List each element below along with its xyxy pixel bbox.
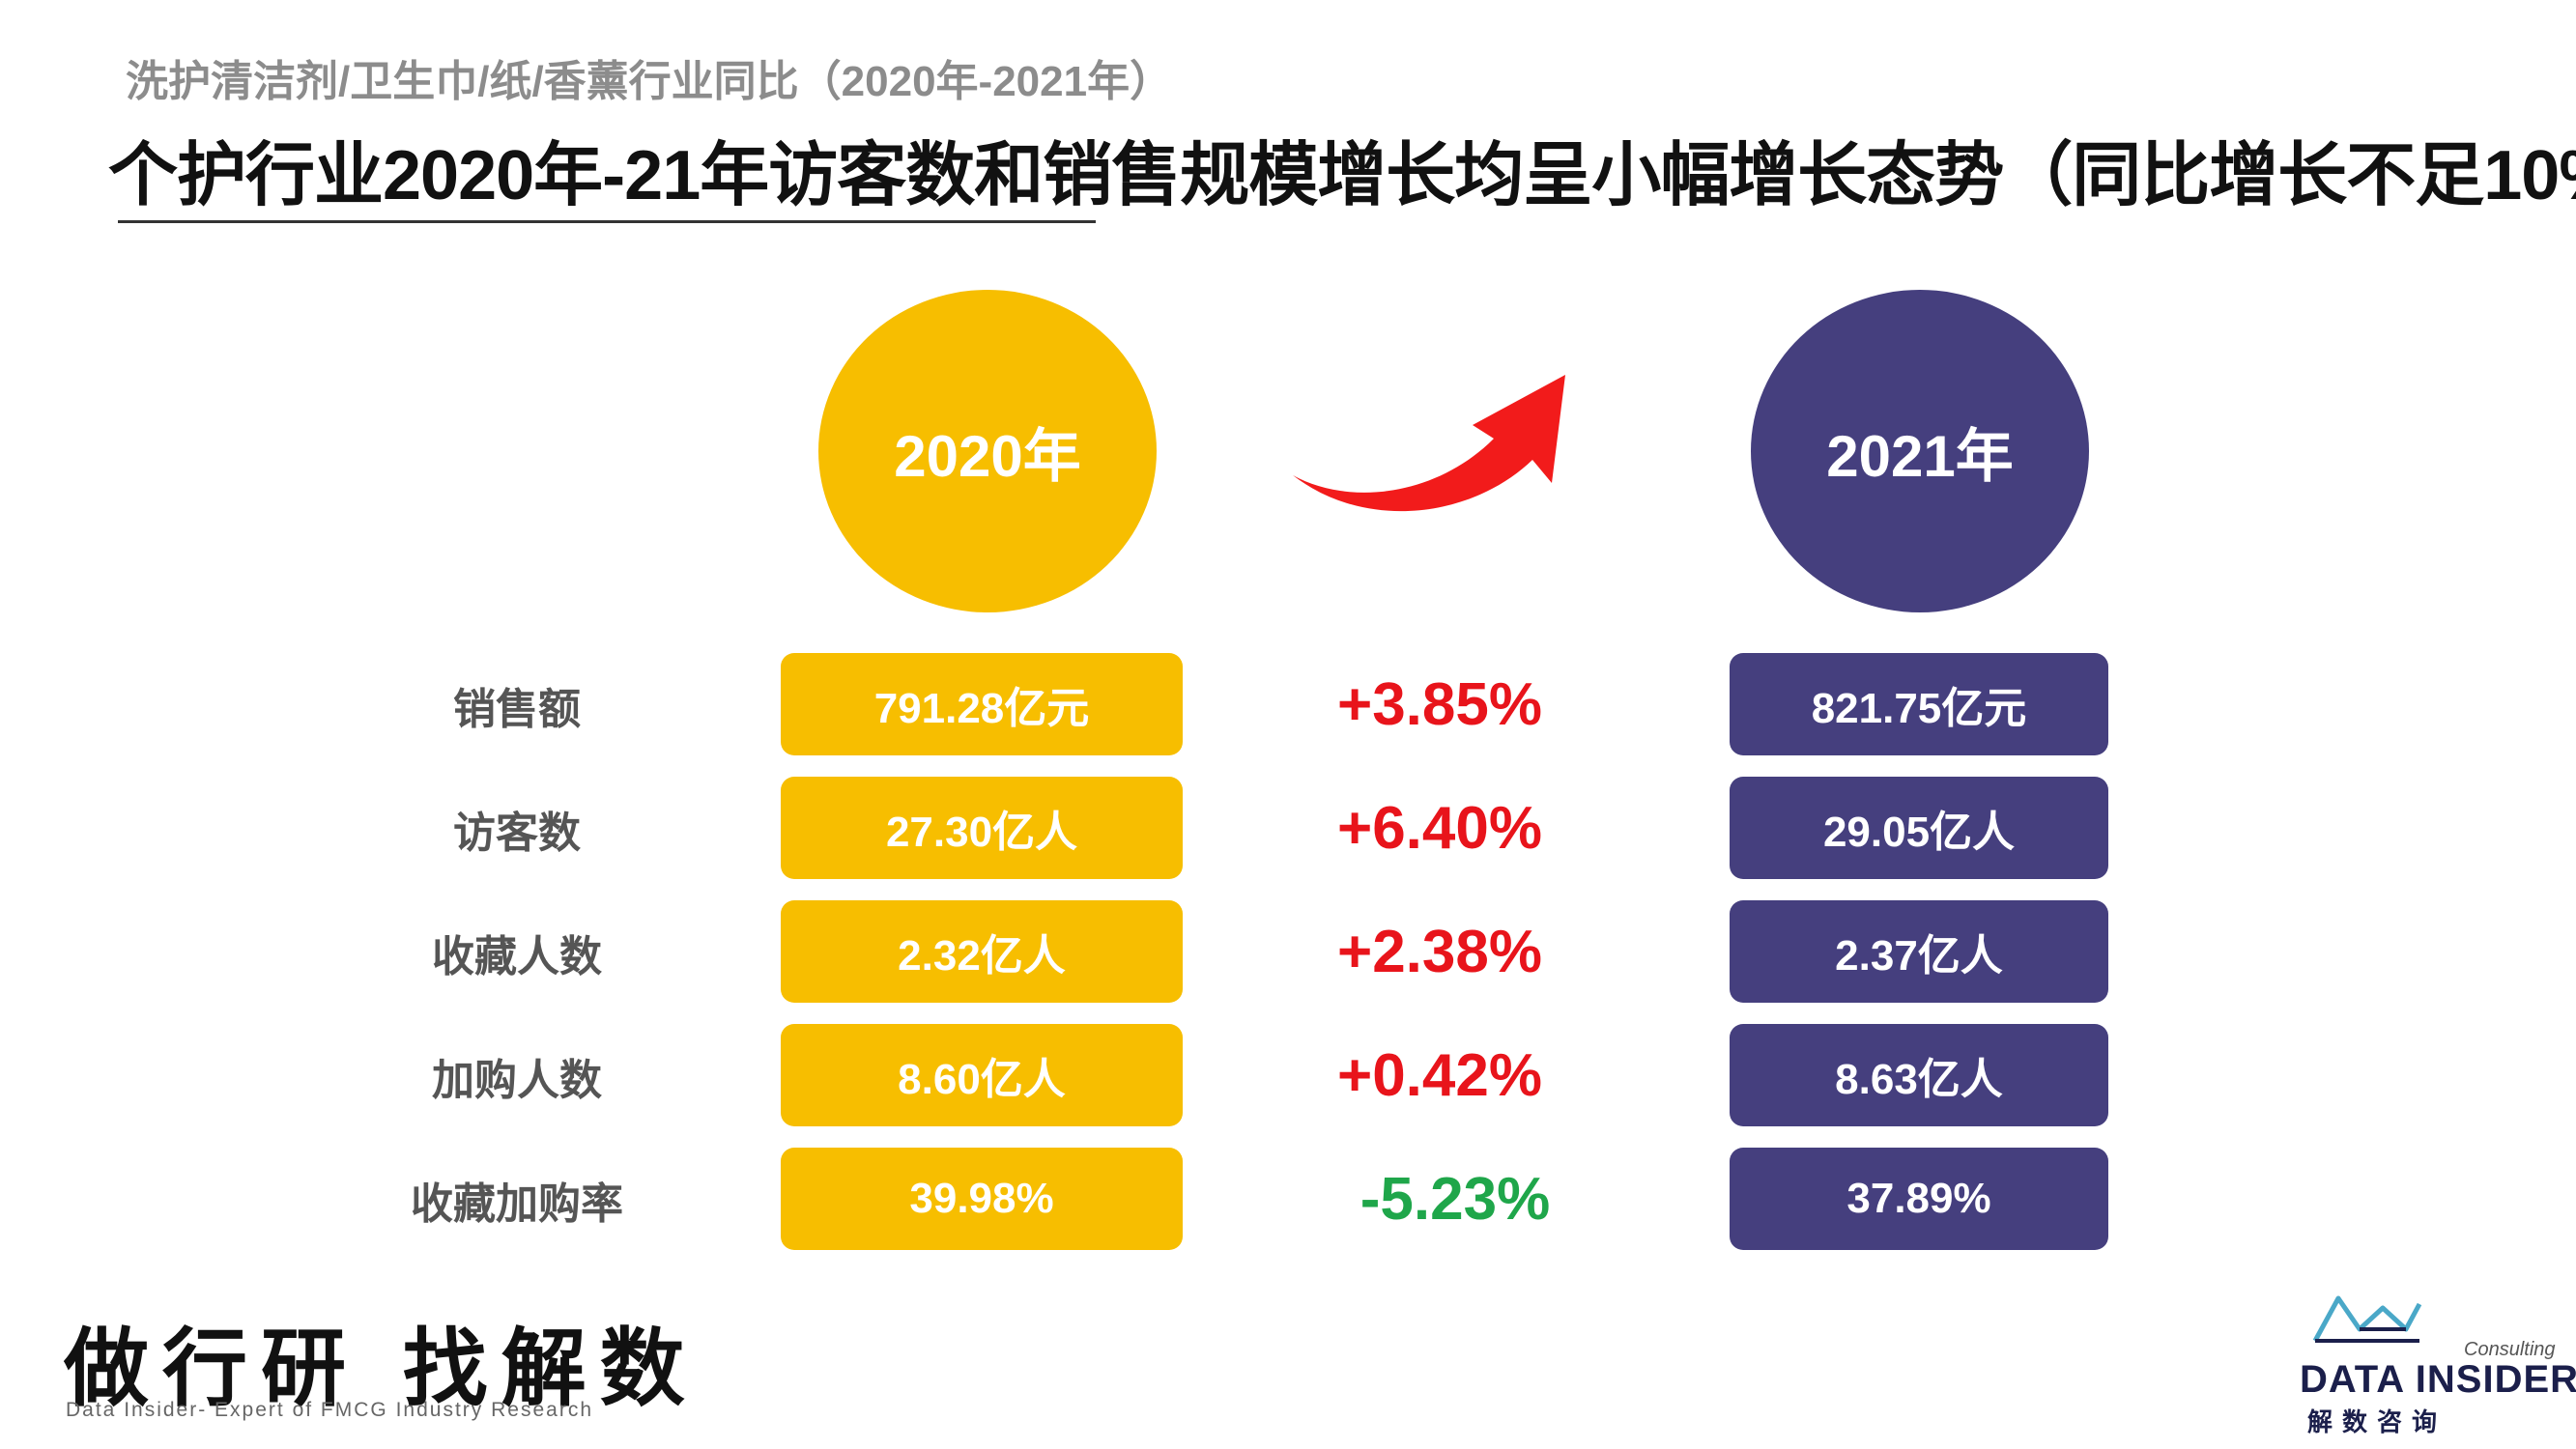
value-2020-favorites: 2.32亿人 <box>781 900 1183 1003</box>
value-2020-add-to-cart: 8.60亿人 <box>781 1024 1183 1126</box>
year-2021-label: 2021年 <box>1826 423 2014 489</box>
row-label-fav-cart-rate: 收藏加购率 <box>411 1180 623 1228</box>
data-insider-logo-icon <box>2312 1295 2422 1343</box>
change-favorites: +2.38% <box>1336 918 1542 985</box>
change-fav-cart-rate: -5.23% <box>1360 1165 1551 1233</box>
year-2020-circle: 2020年 <box>818 290 1157 612</box>
brand-slogan: 做行研 找解数 <box>64 1318 699 1418</box>
change-visitors: +6.40% <box>1336 794 1542 862</box>
row-label-visitors: 访客数 <box>453 810 581 857</box>
page-subtitle: 洗护清洁剂/卫生巾/纸/香薰行业同比（2020年-2021年） <box>126 58 1173 105</box>
year-2020-label: 2020年 <box>894 423 1081 489</box>
row-label-sales: 销售额 <box>453 686 581 733</box>
page-title: 个护行业2020年-21年访客数和销售规模增长均呈小幅增长态势（同比增长不足10… <box>108 137 2576 214</box>
value-2021-add-to-cart: 8.63亿人 <box>1730 1024 2108 1126</box>
change-sales: +3.85% <box>1336 670 1542 738</box>
change-add-to-cart: +0.42% <box>1336 1041 1542 1109</box>
value-2020-fav-cart-rate: 39.98% <box>781 1148 1183 1250</box>
value-2021-fav-cart-rate: 37.89% <box>1730 1148 2108 1250</box>
value-2020-visitors: 27.30亿人 <box>781 777 1183 879</box>
title-divider <box>118 220 1096 223</box>
row-label-favorites: 收藏人数 <box>432 933 602 980</box>
value-2021-visitors: 29.05亿人 <box>1730 777 2108 879</box>
logo-name: DATA INSIDER <box>2300 1358 2576 1401</box>
brand-tagline: Data Insider- Expert of FMCG Industry Re… <box>66 1399 593 1421</box>
row-label-add-to-cart: 加购人数 <box>432 1057 602 1104</box>
value-2020-sales: 791.28亿元 <box>781 653 1183 755</box>
logo-chinese-name: 解数咨询 <box>2307 1407 2447 1436</box>
curved-arrow-up-right-icon <box>1293 375 1565 512</box>
logo-consulting-tag: Consulting <box>2464 1339 2556 1360</box>
year-2021-circle: 2021年 <box>1751 290 2089 612</box>
value-2021-favorites: 2.37亿人 <box>1730 900 2108 1003</box>
value-2021-sales: 821.75亿元 <box>1730 653 2108 755</box>
